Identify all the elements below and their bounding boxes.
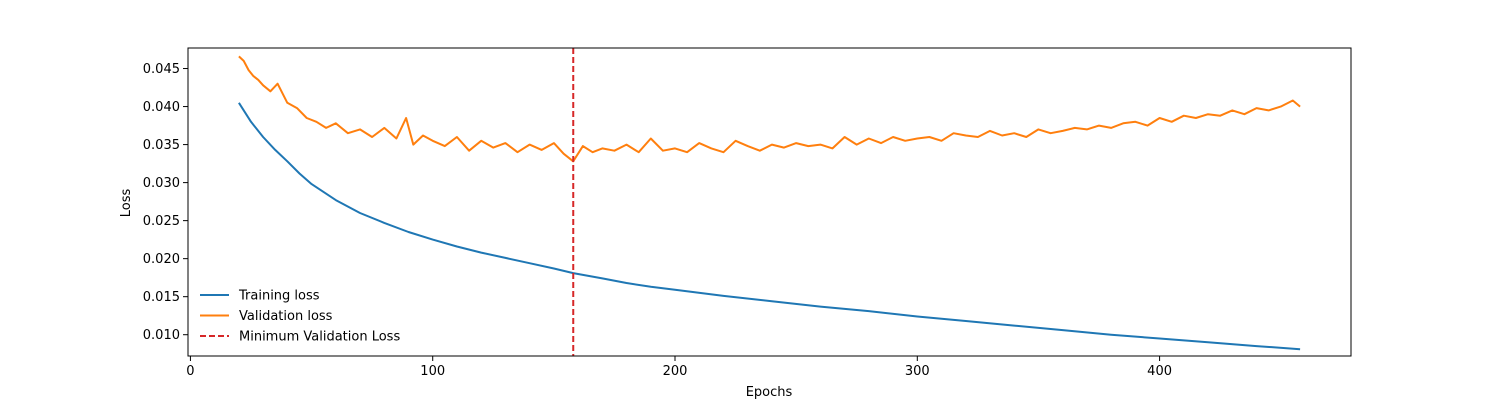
x-tick-label: 100 bbox=[420, 364, 445, 379]
ticks-layer: 0 100 200 300 400 0.010 0.015 0.020 0.025 0.030 0.… bbox=[143, 62, 1172, 379]
y-tick-label: 0.030 bbox=[143, 176, 180, 191]
plot-layer bbox=[238, 48, 1301, 356]
y-tick-label: 0.025 bbox=[143, 214, 180, 229]
legend-label-validation-loss: Validation loss bbox=[239, 309, 333, 324]
x-tick-label: 300 bbox=[905, 364, 930, 379]
legend-label-training-loss: Training loss bbox=[238, 289, 320, 304]
y-tick-label: 0.015 bbox=[143, 290, 180, 305]
x-tick-label: 400 bbox=[1147, 364, 1172, 379]
x-tick-label: 0 bbox=[186, 364, 194, 379]
plot-frame bbox=[187, 47, 1352, 357]
x-tick-label: 200 bbox=[663, 364, 688, 379]
x-axis-label: Epochs bbox=[746, 385, 793, 400]
y-tick-label: 0.045 bbox=[143, 62, 180, 77]
y-axis-label: Loss bbox=[119, 189, 134, 218]
legend-label-minimum-validation-loss: Minimum Validation Loss bbox=[239, 330, 400, 345]
y-tick-label: 0.010 bbox=[143, 328, 180, 343]
legend: Training loss Validation loss Minimum Vali… bbox=[200, 289, 400, 345]
y-tick-label: 0.020 bbox=[143, 252, 180, 267]
y-tick-label: 0.040 bbox=[143, 100, 180, 115]
validation-loss-line bbox=[238, 55, 1301, 163]
y-tick-label: 0.035 bbox=[143, 138, 180, 153]
training-loss-line bbox=[238, 102, 1301, 351]
